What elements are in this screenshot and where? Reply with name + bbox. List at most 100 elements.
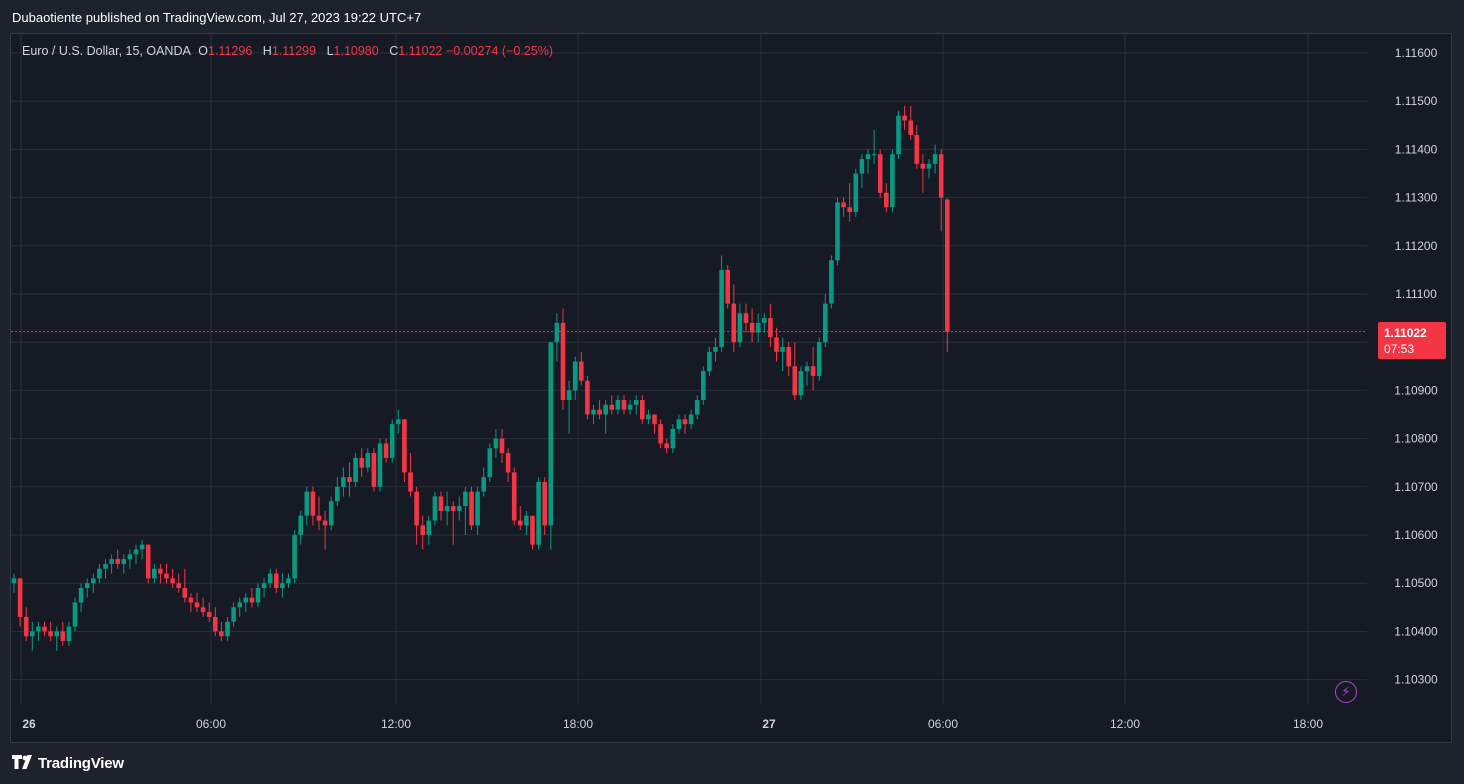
candle [30, 621, 35, 651]
candle [682, 414, 688, 434]
price-axis: 1.11600 1.11500 1.11400 1.11300 1.11200 1.111… [1394, 46, 1438, 687]
candle-body [749, 322, 755, 333]
candle [762, 313, 767, 333]
candle-body [133, 549, 139, 555]
candle-body [152, 568, 157, 579]
price-tick-label: 1.10800 [1394, 432, 1438, 446]
candle-body [322, 520, 328, 526]
candle-body [475, 491, 480, 526]
chart-area[interactable]: 1.11600 1.11500 1.11400 1.11300 1.11200 1.111… [10, 33, 1452, 743]
candle [676, 414, 682, 434]
low-value: 1.10980 [333, 44, 379, 58]
candle-body [768, 318, 773, 338]
candle [511, 467, 517, 526]
candle [164, 563, 169, 584]
candle [591, 404, 596, 425]
candle [359, 448, 364, 478]
high-label: H [262, 44, 272, 58]
candle [670, 424, 676, 454]
candle-body [554, 322, 560, 343]
candle [938, 149, 944, 232]
time-axis: 26 06:00 12:00 18:00 27 06:00 12:00 18:00 [22, 717, 1323, 731]
open-label: O [198, 44, 209, 58]
candle [859, 154, 865, 188]
candle-body [304, 491, 310, 516]
candle [902, 106, 907, 131]
tradingview-logo-icon [12, 755, 32, 769]
candle-body [371, 453, 377, 487]
candle-body [200, 607, 206, 613]
candle [304, 486, 310, 526]
candle [170, 568, 175, 589]
candle [640, 395, 645, 425]
candle [261, 578, 267, 598]
candle-body [280, 583, 285, 589]
candle-body [755, 322, 761, 333]
candle [719, 255, 724, 352]
candle [438, 491, 444, 521]
candle-body [652, 414, 657, 425]
candle [249, 588, 255, 608]
candle-body [23, 616, 29, 637]
candle-body [420, 525, 425, 535]
candle-body [219, 631, 224, 637]
candle [475, 486, 480, 535]
candle [182, 568, 188, 603]
candle-body [932, 154, 938, 164]
candle [536, 477, 541, 550]
candle-body [481, 477, 486, 492]
candle-body [548, 342, 554, 526]
candle-body [615, 400, 621, 410]
candle-body [511, 472, 517, 521]
candle-body [188, 597, 194, 603]
close-value: 1.11022 [398, 44, 443, 58]
candle-body [640, 400, 645, 420]
candle [609, 395, 615, 415]
candle-body [719, 269, 724, 348]
candle [377, 438, 383, 492]
candle [420, 515, 425, 550]
candle [371, 448, 377, 492]
candle [841, 197, 846, 217]
candle [816, 337, 822, 381]
candle-body [292, 535, 297, 579]
candle [884, 183, 889, 213]
candle [316, 496, 322, 531]
candle-body [566, 390, 572, 401]
candle [865, 149, 871, 174]
candle-body [66, 626, 72, 642]
candle [11, 573, 17, 593]
candle-body [267, 573, 273, 584]
last-price-badge: 1.11022 07:53 [1378, 322, 1446, 359]
candle [231, 602, 236, 627]
candle [914, 125, 920, 169]
candle [78, 583, 84, 613]
candle-body [408, 472, 413, 492]
time-tick-label: 26 [22, 717, 36, 731]
candle-body [231, 607, 236, 622]
candle-body [365, 453, 371, 468]
candle [810, 347, 816, 391]
candle-body [310, 491, 316, 516]
candle-body [505, 453, 511, 473]
candle-body [560, 322, 566, 401]
candle [560, 308, 566, 410]
candle-body [810, 366, 816, 376]
candle-body [902, 115, 907, 121]
candle-body [658, 424, 663, 444]
flash-icon[interactable]: ⚡ [1335, 681, 1357, 703]
candle [530, 515, 535, 550]
candle [48, 621, 53, 642]
candle-body [48, 631, 53, 637]
candle-body [60, 631, 66, 642]
candle [414, 486, 419, 545]
candle [646, 409, 651, 425]
candle-body [877, 154, 883, 193]
candle-body [115, 559, 120, 564]
candle [66, 621, 72, 646]
candle [853, 168, 859, 217]
price-chart[interactable]: 1.11600 1.11500 1.11400 1.11300 1.11200 1.111… [11, 34, 1451, 742]
candle [908, 106, 913, 140]
candle-body [444, 506, 450, 511]
candle [877, 149, 883, 198]
